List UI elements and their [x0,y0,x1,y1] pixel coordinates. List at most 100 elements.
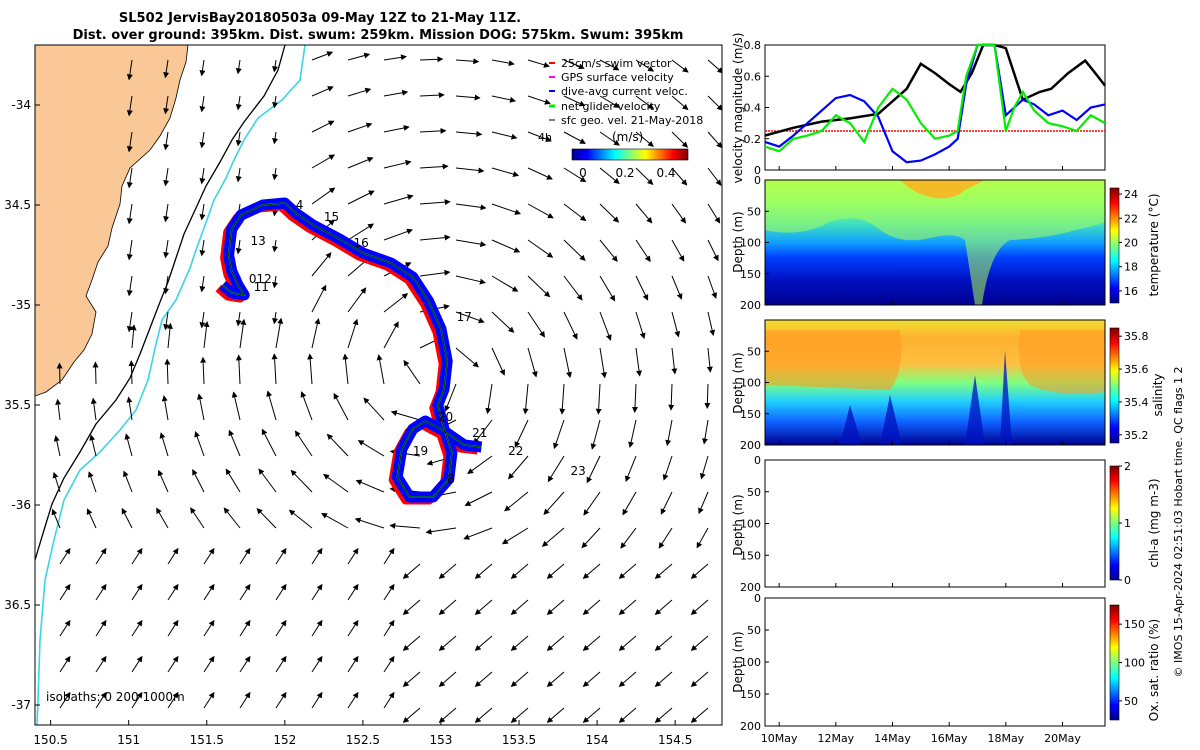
velocity-arrow [311,583,323,601]
temperature-y-ticks: 0 50 100 150 200 [740,174,769,312]
velocity-arrow [582,563,601,579]
velocity-arrow [635,203,653,224]
velocity-arrow [563,239,586,261]
time-xtick-label: 18May [987,732,1024,745]
colorbar-tick-label: 20 [1124,236,1138,249]
map-ytick-label: -37 [11,698,31,712]
velocity-arrows [51,51,722,723]
velocity-arrow [163,239,170,259]
velocity-arrow [294,430,313,457]
velocity-arrow [166,322,173,349]
map-ytick-label: -35 [11,298,31,312]
velocity-arrow [491,203,522,215]
velocity-arrow [546,635,565,651]
velocity-arrow [126,311,133,333]
velocity-arrow [383,321,399,349]
velocity-arrow [654,563,673,579]
legend-item-geo: sfc geo. vel. 21-May-2018 [549,114,703,127]
legend-label-geo: sfc geo. vel. 21-May-2018 [561,114,703,127]
legend-label-glider: net glider velocity [561,100,661,113]
velocity-arrow [654,707,673,723]
velocity-arrow [190,507,205,529]
velocity-arrow [707,95,722,111]
velocity-arrow [563,347,572,379]
velocity-arrow [52,471,61,493]
velocity-arrow [51,508,61,529]
velocity-arrow [707,275,718,299]
velocity-arrow [563,311,578,340]
legend-label-gps: GPS surface velocity [561,71,674,84]
salinity-panel: Depth (m) 50 100 150 200 35.2 35.4 35.6 35.8 s… [731,319,1165,452]
velocity-arrow [514,419,529,448]
velocity-arrow [402,671,421,687]
velocity-arrow [419,92,445,99]
velocity-arrow [546,599,565,615]
velocity-arrow [707,167,722,186]
velocity-arrow [419,127,447,134]
velocity-frame [764,44,1106,171]
velocity-arrow [235,59,242,75]
velocity-arrow [167,583,179,601]
velocity-arrow [59,547,71,565]
velocity-arrow [271,353,278,385]
depth-ytick-label: 0 [754,592,761,605]
depth-ytick-label: 0 [754,174,761,187]
velocity-arrow [59,691,71,709]
velocity-arrow [671,347,678,375]
map-ytick-label: 36.5 [4,598,31,612]
map-xtick-label: 151.5 [190,733,224,747]
velocity-arrow [157,469,169,493]
velocity-arrow [228,429,241,457]
oxygen-colorbar-ticks: 50 100 150 [1119,618,1145,708]
salinity-clabel: salinity [1151,373,1165,416]
velocity-arrow [455,239,487,248]
velocity-arrow [671,167,688,186]
velocity-arrow [464,491,493,506]
velocity-arrow [671,239,685,262]
velocity-arrow [272,239,279,253]
velocity-arrow [599,131,620,146]
velocity-arrow [383,194,414,205]
velocity-arrow [618,707,637,723]
velocity-arrow [347,190,375,205]
chla-panel: Depth (m) 0 50 100 150 200 0 1 2 chl-a (mg m-3… [731,454,1161,594]
depth-ytick-label: 200 [740,299,761,312]
time-xtick-label: 16May [931,732,968,745]
velocity-arrow [668,383,675,411]
velocity-arrow [235,311,242,327]
velocity-arrow [266,390,277,421]
velocity-arrow [383,54,407,61]
velocity-arrow [167,547,179,565]
velocity-arrow [455,167,485,174]
velocity-arrow [631,383,638,413]
velocity-arrow [671,131,689,148]
velocity-arrow [126,59,133,81]
velocity-arrow [200,356,207,385]
velocity-arrow [510,563,529,579]
velocity-arrow [522,383,529,415]
depth-ytick-label: 100 [740,237,761,250]
velocity-arrow [167,619,179,637]
track-day-label: 19 [413,444,428,458]
velocity-arrow [455,94,481,101]
temperature-colorbar [1109,187,1120,304]
velocity-ytick-label: 0.4 [744,102,762,115]
velocity-arrow [599,59,620,71]
velocity-arrow [635,239,651,263]
velocity-arrow [235,354,242,385]
velocity-arrow [131,655,143,673]
velocity-arrow [275,317,284,349]
velocity-arrow [527,239,554,258]
colorbar-tick-label: 24 [1124,188,1138,201]
velocity-arrow [419,199,451,206]
velocity-arrow [235,95,242,111]
velocity-arrow [203,691,215,709]
map-ytick-label: 35.5 [4,398,31,412]
velocity-arrow [300,391,313,421]
depth-ytick-label: 200 [740,581,761,594]
velocity-arrow [438,563,457,579]
map-x-ticks: 150.5 151 151.5 152 152.5 153 153.5 154 154.5 [33,720,692,747]
velocity-arrow [455,311,485,324]
colorbar-unit-label: (m/s) [612,130,643,144]
